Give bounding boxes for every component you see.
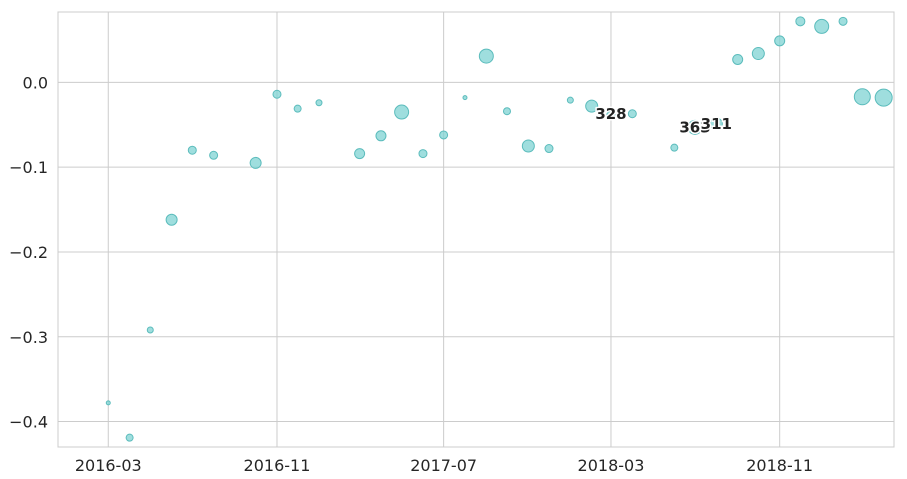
x-tick-label: 2018-03 xyxy=(578,456,645,475)
data-point xyxy=(439,130,449,140)
data-point xyxy=(544,144,554,154)
data-point xyxy=(105,400,111,406)
data-point xyxy=(774,35,786,47)
point-annotation: 363 xyxy=(679,118,710,136)
y-tick-labels: 0.0 −0.1 −0.2 −0.3 −0.4 xyxy=(9,73,48,431)
data-point xyxy=(585,99,599,113)
data-point xyxy=(838,16,848,26)
data-point xyxy=(566,96,574,104)
data-point xyxy=(687,119,703,135)
data-point xyxy=(732,53,744,65)
data-point xyxy=(418,149,428,159)
y-tick-label: 0.0 xyxy=(23,73,48,92)
y-tick-label: −0.4 xyxy=(9,413,48,432)
data-point xyxy=(874,88,893,107)
data-point xyxy=(502,107,511,116)
data-point xyxy=(795,16,806,27)
x-tick-label: 2016-03 xyxy=(75,456,142,475)
data-point xyxy=(146,326,154,334)
y-tick-label: −0.2 xyxy=(9,243,48,262)
data-point xyxy=(394,104,410,120)
data-point xyxy=(814,18,830,34)
data-point xyxy=(709,117,723,131)
data-point xyxy=(354,148,366,160)
x-tick-labels: 2016-03 2016-11 2017-07 2018-03 2018-11 xyxy=(75,456,813,475)
data-point xyxy=(627,109,637,119)
point-annotation: 311 xyxy=(701,115,732,133)
data-point xyxy=(478,48,494,64)
data-point xyxy=(853,88,871,106)
x-tick-label: 2017-07 xyxy=(410,456,477,475)
data-point xyxy=(606,110,616,120)
data-point xyxy=(125,433,134,442)
data-point xyxy=(249,156,262,169)
data-point xyxy=(293,104,302,113)
y-tick-label: −0.3 xyxy=(9,328,48,347)
data-point xyxy=(209,150,219,160)
x-tick-label: 2016-11 xyxy=(244,456,311,475)
data-points xyxy=(105,16,893,442)
grid-lines xyxy=(58,12,894,447)
data-point xyxy=(165,213,178,226)
data-point xyxy=(375,130,387,142)
data-point xyxy=(462,95,468,101)
x-tick-label: 2018-11 xyxy=(746,456,813,475)
y-tick-label: −0.1 xyxy=(9,158,48,177)
data-point xyxy=(521,139,535,153)
point-annotation: 328 xyxy=(595,105,626,123)
data-point xyxy=(670,143,679,152)
plot-frame xyxy=(57,11,895,448)
data-point xyxy=(187,145,197,155)
data-point xyxy=(751,47,765,61)
data-point xyxy=(315,99,323,107)
data-point xyxy=(272,89,282,99)
